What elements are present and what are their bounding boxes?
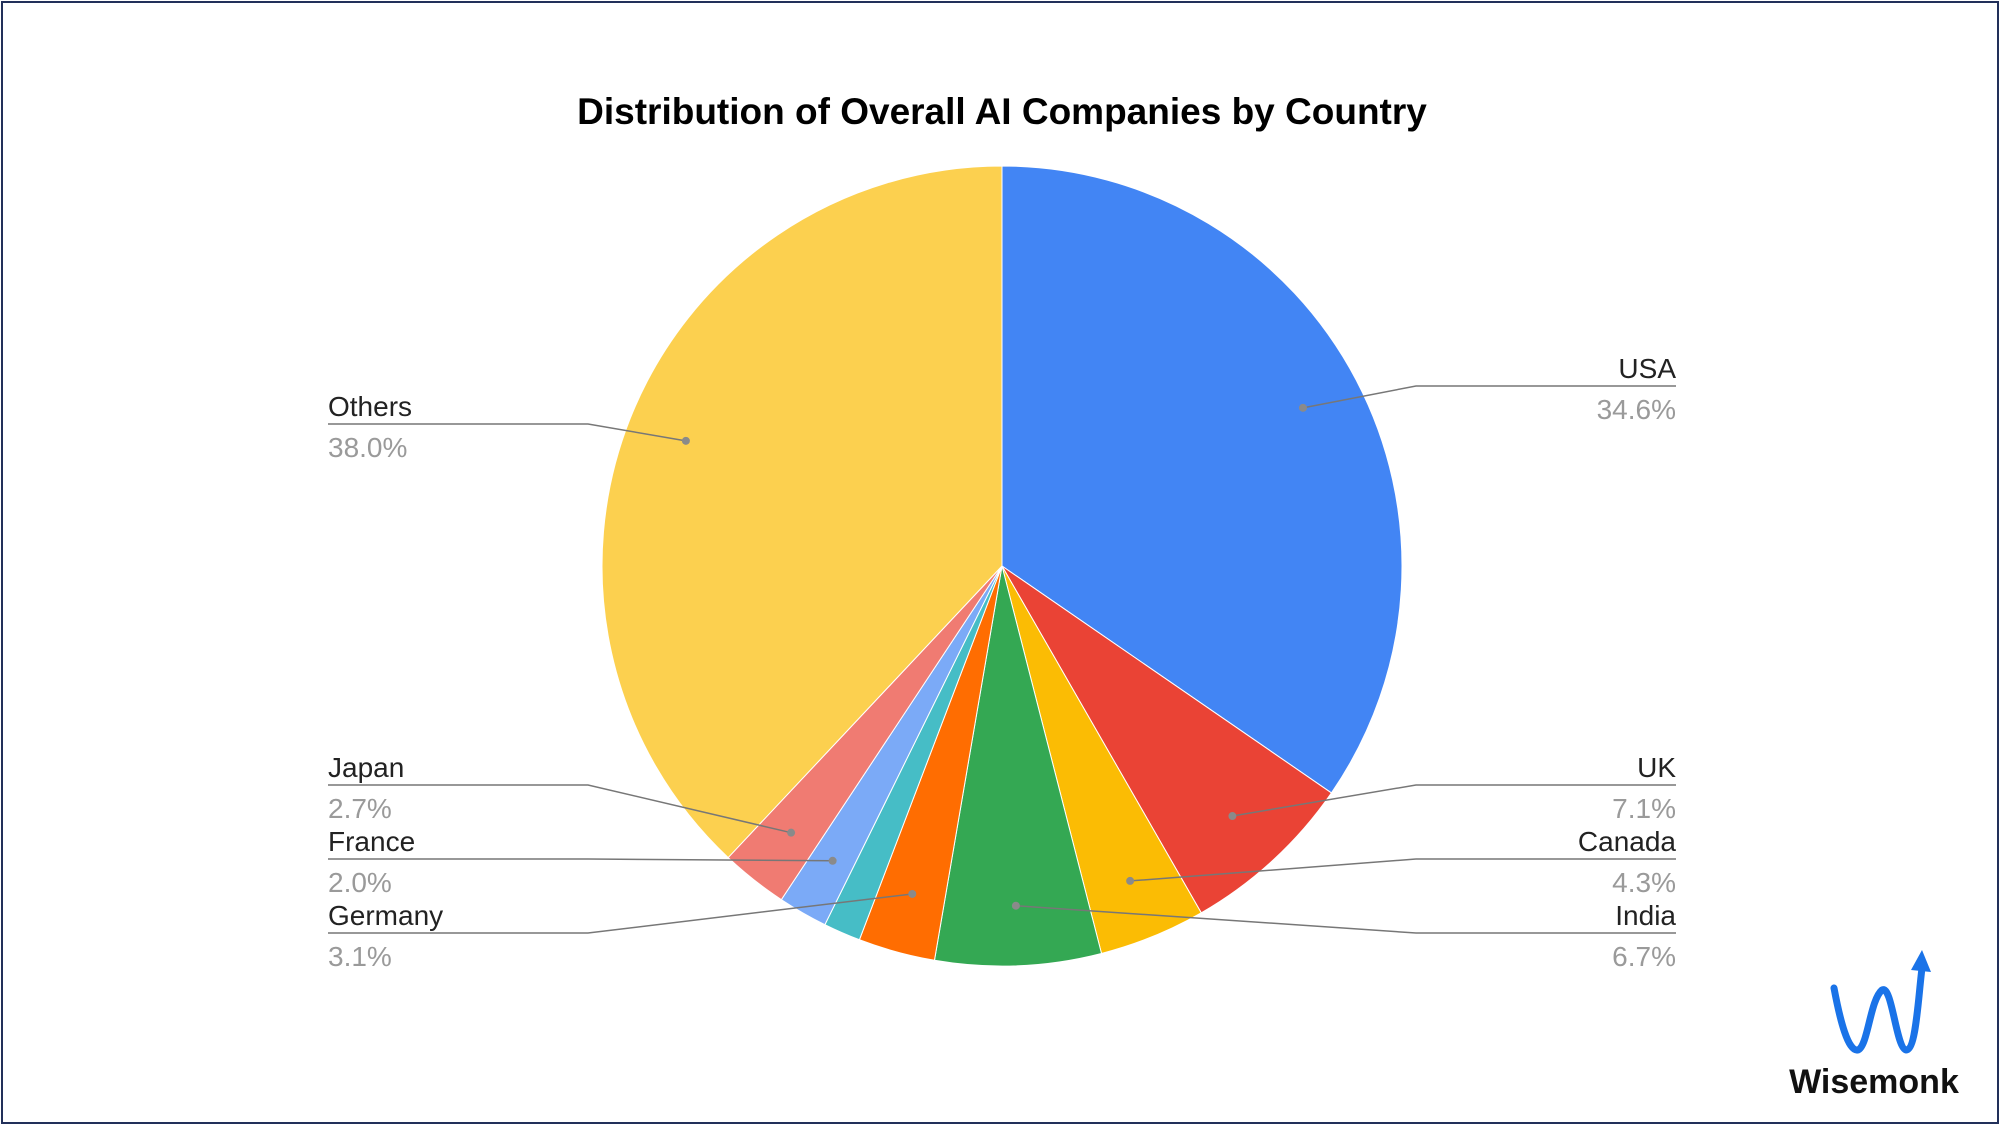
slice-percent-usa: 34.6% xyxy=(1597,394,1676,425)
slice-label-germany: Germany xyxy=(328,900,443,931)
leader-line-japan xyxy=(328,784,792,834)
slice-percent-uk: 7.1% xyxy=(1612,793,1676,824)
slice-percent-india: 6.7% xyxy=(1612,941,1676,972)
slice-label-france: France xyxy=(328,826,415,857)
leader-lines xyxy=(328,385,1676,934)
leader-line-germany xyxy=(328,893,913,934)
slice-label-canada: Canada xyxy=(1578,826,1677,857)
slice-percent-others: 38.0% xyxy=(328,432,407,463)
wisemonk-logo: Wisemonk xyxy=(1789,950,1959,1101)
pie-slice-others xyxy=(601,165,1003,859)
leader-dot-india xyxy=(1011,901,1020,910)
leader-line-usa xyxy=(1302,385,1676,409)
pie-slice-india xyxy=(933,565,1103,967)
leader-dot-canada xyxy=(1126,876,1135,885)
brand-name: Wisemonk xyxy=(1789,1063,1959,1101)
slice-label-japan: Japan xyxy=(328,752,404,783)
leader-dot-france xyxy=(828,856,837,865)
pie-slice-usa xyxy=(1001,165,1403,794)
slice-labels: USA 34.6% UK 7.1%Canada 4.3%India 6.7% Germany… xyxy=(328,353,1676,972)
leader-line-canada xyxy=(1130,858,1676,882)
leader-dot-japan xyxy=(787,828,796,837)
leader-dot-uk xyxy=(1228,812,1237,821)
slice-label-uk: UK xyxy=(1637,752,1676,783)
leader-line-others xyxy=(328,423,687,442)
slice-percent-germany: 3.1% xyxy=(328,941,392,972)
chart-title: Distribution of Overall AI Companies by … xyxy=(577,91,1427,132)
slice-label-india: India xyxy=(1615,900,1676,931)
leader-dot-germany xyxy=(908,889,917,898)
leader-line-france xyxy=(328,858,833,862)
wisemonk-logo-mark xyxy=(1830,964,1926,1054)
slice-percent-japan: 2.7% xyxy=(328,793,392,824)
pie-slices xyxy=(601,165,1403,967)
leader-line-india xyxy=(1015,904,1676,934)
wisemonk-logo-arrow-icon xyxy=(1911,950,1931,972)
leader-dot-others xyxy=(681,436,690,445)
leader-dot-usa xyxy=(1298,403,1307,412)
leader-line-uk xyxy=(1232,784,1676,817)
slice-label-others: Others xyxy=(328,391,412,422)
slice-percent-france: 2.0% xyxy=(328,867,392,898)
slice-label-usa: USA xyxy=(1618,353,1676,384)
slice-percent-canada: 4.3% xyxy=(1612,867,1676,898)
